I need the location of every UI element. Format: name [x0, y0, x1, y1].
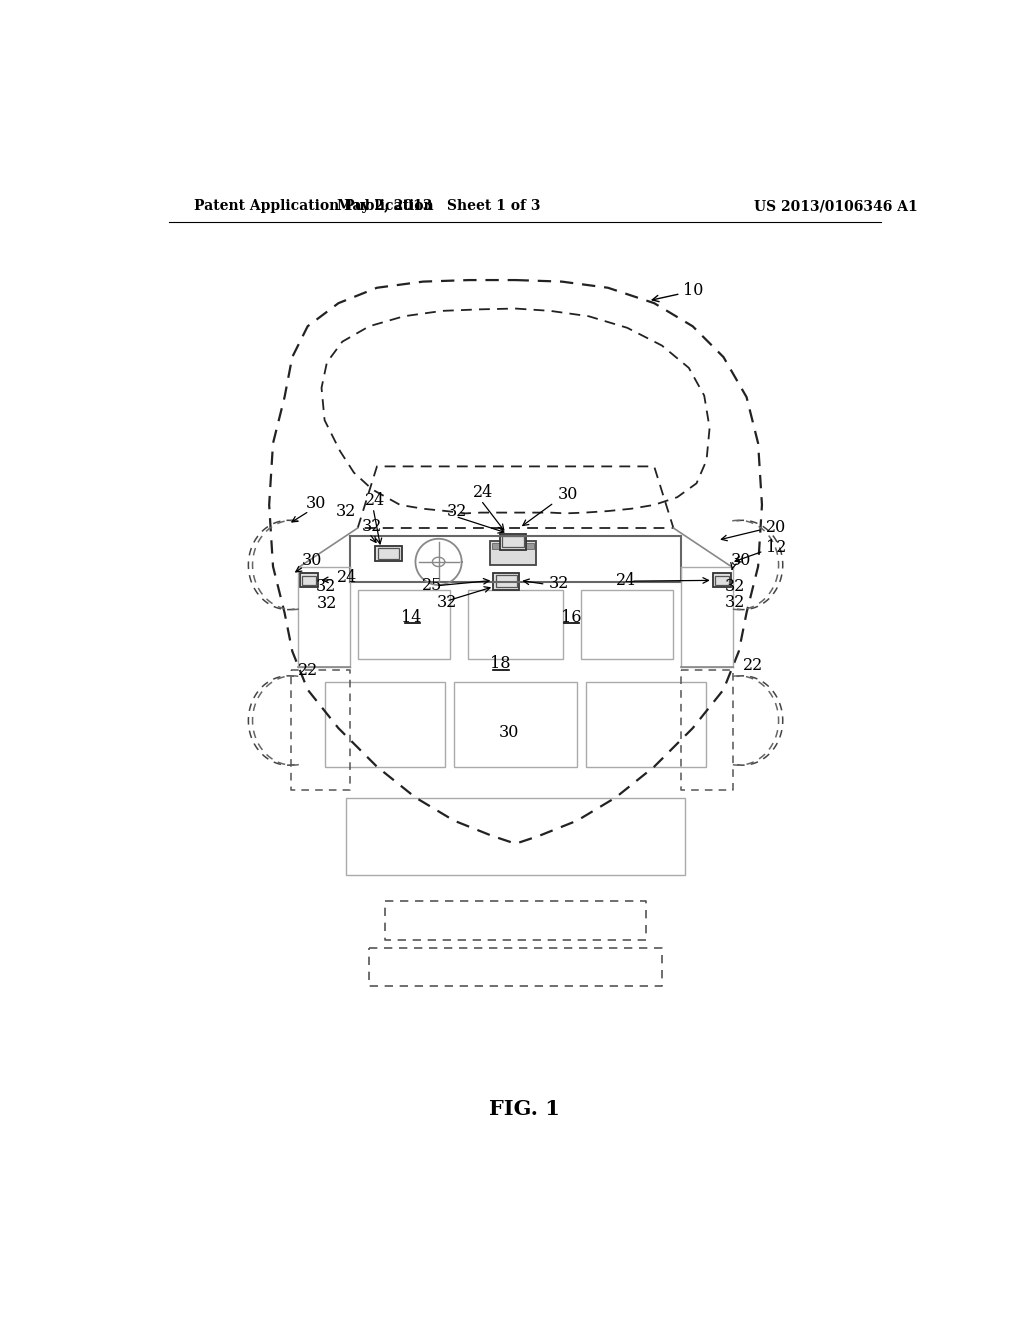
Text: 32: 32: [725, 594, 745, 611]
Bar: [300, 573, 318, 587]
Bar: [500, 535, 526, 549]
Text: 24: 24: [615, 572, 636, 589]
Text: US 2013/0106346 A1: US 2013/0106346 A1: [755, 199, 918, 213]
Text: 20: 20: [766, 520, 786, 536]
Text: 24: 24: [473, 484, 494, 502]
Bar: [346, 797, 685, 874]
Text: 32: 32: [446, 503, 467, 520]
Bar: [496, 576, 517, 587]
Bar: [357, 590, 451, 659]
Bar: [468, 590, 563, 659]
Text: 16: 16: [561, 609, 582, 626]
Bar: [493, 544, 512, 549]
Text: 12: 12: [766, 539, 786, 556]
Text: 30: 30: [306, 495, 327, 512]
Bar: [513, 544, 535, 549]
Text: FIG. 1: FIG. 1: [489, 1100, 560, 1119]
Text: 14: 14: [401, 609, 422, 626]
Text: 24: 24: [337, 569, 357, 586]
Text: 25: 25: [422, 577, 442, 594]
Text: 32: 32: [361, 517, 382, 535]
Bar: [326, 682, 444, 767]
Text: 32: 32: [315, 578, 336, 595]
Text: 22: 22: [298, 661, 318, 678]
Text: 24: 24: [365, 492, 385, 508]
Text: 10: 10: [652, 282, 703, 302]
Text: 18: 18: [489, 655, 510, 672]
Bar: [454, 682, 578, 767]
Bar: [302, 576, 316, 585]
Bar: [378, 548, 399, 558]
Text: 32: 32: [436, 594, 457, 611]
Bar: [715, 576, 729, 585]
Text: May 2, 2013   Sheet 1 of 3: May 2, 2013 Sheet 1 of 3: [337, 199, 541, 213]
Text: 30: 30: [499, 723, 519, 741]
Text: Patent Application Publication: Patent Application Publication: [194, 199, 433, 213]
Bar: [581, 590, 674, 659]
Text: 22: 22: [742, 656, 763, 673]
Text: 30: 30: [301, 552, 322, 569]
Bar: [587, 682, 706, 767]
Bar: [494, 573, 519, 590]
Bar: [376, 545, 401, 561]
Text: 32: 32: [316, 595, 337, 612]
Text: 32: 32: [725, 578, 745, 595]
Text: 32: 32: [336, 503, 355, 520]
Text: 32: 32: [549, 576, 569, 591]
Text: 30: 30: [731, 552, 752, 569]
Text: 30: 30: [558, 486, 579, 503]
Bar: [490, 541, 537, 565]
Bar: [713, 573, 731, 587]
Bar: [503, 536, 524, 548]
